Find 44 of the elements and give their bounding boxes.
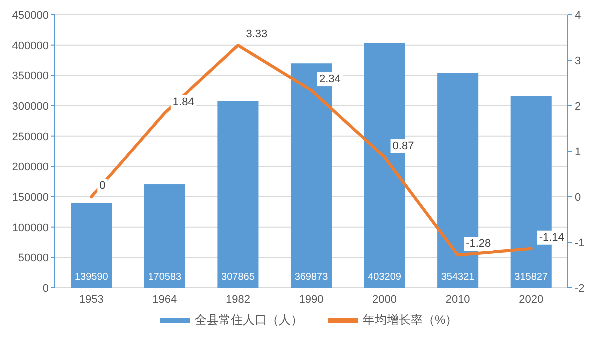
y-tick-label: 400000 bbox=[12, 40, 49, 52]
data-label: -1.14 bbox=[539, 232, 564, 244]
data-label: 3.33 bbox=[246, 28, 268, 40]
y2-tick-label: 2 bbox=[575, 101, 582, 113]
y2-tick-label: -2 bbox=[575, 283, 585, 295]
data-label: 403209 bbox=[368, 272, 402, 283]
legend-label: 年均增长率（%） bbox=[363, 313, 458, 327]
data-label: 170583 bbox=[148, 272, 182, 283]
data-label: 2.34 bbox=[320, 74, 341, 86]
data-label: 307865 bbox=[222, 272, 256, 283]
y2-tick-label: 0 bbox=[575, 192, 582, 204]
bar bbox=[71, 203, 112, 288]
x-tick-label: 2000 bbox=[372, 294, 398, 306]
x-tick-label: 2010 bbox=[446, 294, 470, 306]
y-tick-label: 250000 bbox=[12, 131, 49, 144]
data-label: 369873 bbox=[294, 272, 329, 283]
y-tick-label: 50000 bbox=[18, 252, 49, 265]
data-label: 0 bbox=[100, 180, 106, 192]
y2-tick-label: 1 bbox=[575, 146, 582, 158]
y-tick-label: 0 bbox=[42, 283, 49, 295]
legend-label: 全县常住人口（人） bbox=[195, 313, 303, 327]
x-tick-label: 1990 bbox=[299, 294, 324, 306]
y-tick-label: 100000 bbox=[12, 222, 49, 234]
y-tick-label: 300000 bbox=[12, 101, 49, 113]
data-label: 1.84 bbox=[172, 96, 194, 108]
y-tick-label: 350000 bbox=[12, 70, 49, 83]
data-label: 139590 bbox=[74, 272, 109, 283]
data-label: 0.87 bbox=[392, 140, 414, 152]
y-tick-label: 200000 bbox=[12, 162, 49, 174]
x-tick-label: 1964 bbox=[152, 294, 178, 306]
y2-tick-label: -1 bbox=[575, 238, 585, 250]
x-tick-label: 1982 bbox=[226, 294, 250, 306]
y2-tick-label: 3 bbox=[575, 56, 582, 68]
x-tick-label: 1953 bbox=[79, 294, 104, 306]
bar bbox=[144, 184, 186, 288]
y2-tick-label: 4 bbox=[575, 10, 582, 22]
data-label: 354321 bbox=[441, 272, 476, 283]
data-label: -1.28 bbox=[466, 238, 492, 250]
y-tick-label: 150000 bbox=[12, 192, 49, 204]
data-label: 315827 bbox=[514, 272, 548, 283]
y-tick-label: 450000 bbox=[12, 10, 49, 22]
line-series bbox=[90, 44, 533, 257]
bar bbox=[218, 101, 259, 288]
x-tick-label: 2020 bbox=[519, 294, 544, 306]
